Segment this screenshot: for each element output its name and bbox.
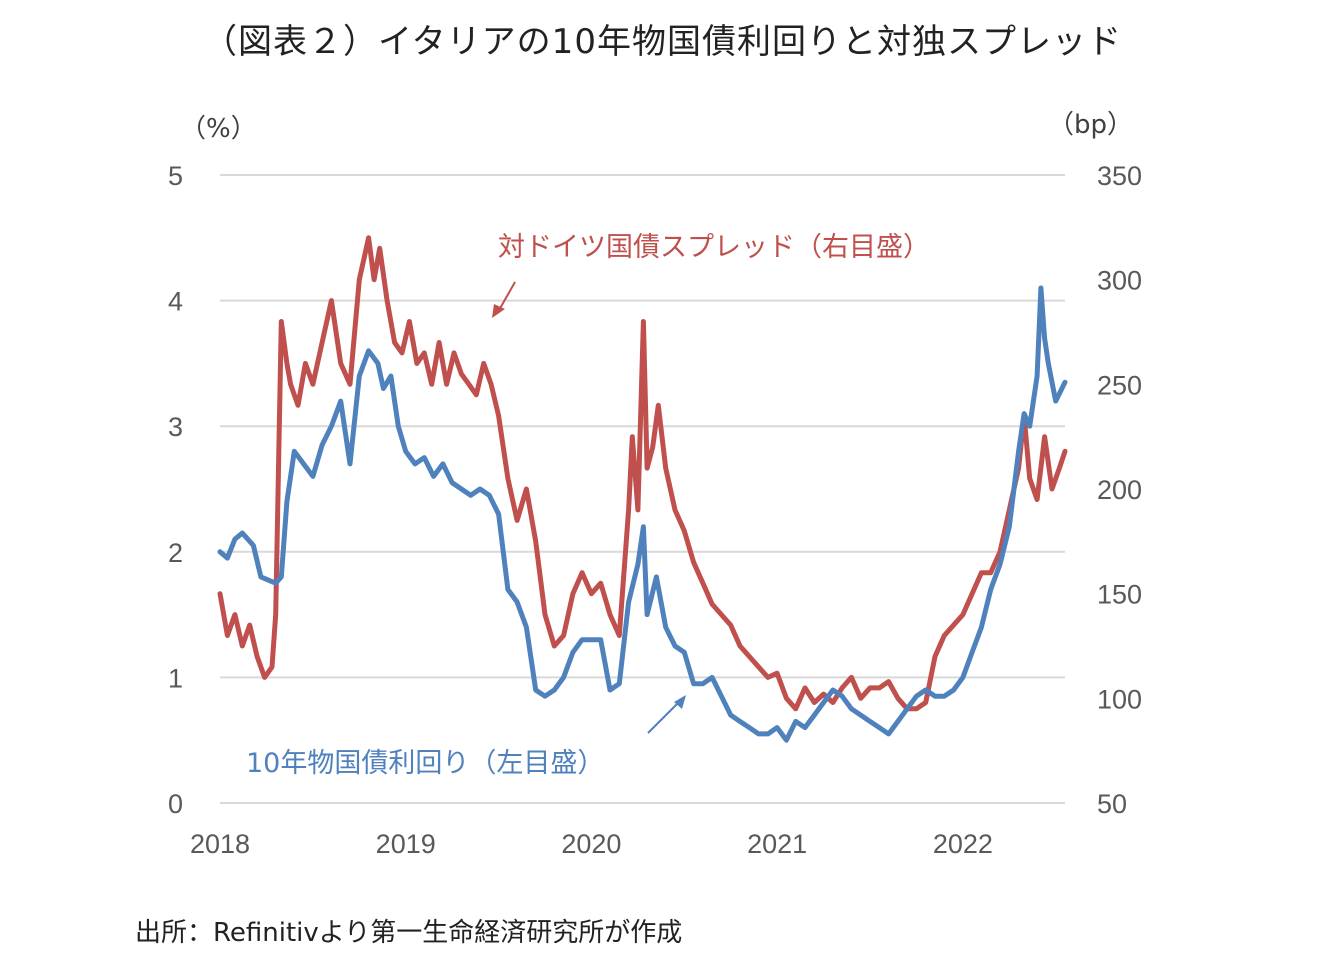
yield-series-line [217,285,1068,743]
yield-arrow-head [674,695,686,709]
left-axis-tick: 5 [168,161,183,191]
spread-annotation-arrow [497,281,516,313]
x-axis-tick: 2021 [747,829,807,859]
left-axis-unit: （%） [180,114,257,144]
x-axis-tick: 2022 [933,829,993,859]
left-axis-tick: 0 [168,789,183,819]
right-axis-unit: （bp） [1048,110,1134,140]
yield-series-label: 10年物国債利回り（左目盛） [246,748,604,779]
right-axis-tick: 300 [1097,266,1142,296]
x-axis-tick: 2020 [561,829,621,859]
series-lines [217,235,1068,743]
tick-labels: 0 1 2 3 4 5 50 100 150 200 250 300 350 2018 2019 2020 20… [168,161,1142,859]
left-axis-tick: 2 [168,538,183,568]
right-axis-tick: 50 [1097,789,1127,819]
right-axis-tick: 250 [1097,370,1142,400]
source-note: 出所：Refinitivより第一生命経済研究所が作成 [135,918,683,948]
right-axis-tick: 100 [1097,684,1142,714]
yield-annotation-arrow [647,700,681,734]
right-axis-tick: 150 [1097,580,1142,610]
x-axis-tick: 2018 [190,829,250,859]
left-axis-tick: 1 [168,663,183,693]
spread-arrow-head [492,304,505,318]
spread-series-line [217,235,1068,712]
chart-title: （図表２）イタリアの10年物国債利回りと対独スプレッド [203,22,1122,62]
right-axis-tick: 200 [1097,475,1142,505]
x-axis-tick: 2019 [376,829,436,859]
left-axis-tick: 3 [168,412,183,442]
grid-lines [220,174,1065,804]
annotations: 対ドイツ国債スプレッド（右目盛） 10年物国債利回り（左目盛） [246,232,930,779]
spread-series-label: 対ドイツ国債スプレッド（右目盛） [498,232,930,263]
left-axis-tick: 4 [168,287,183,317]
right-axis-tick: 350 [1097,161,1142,191]
